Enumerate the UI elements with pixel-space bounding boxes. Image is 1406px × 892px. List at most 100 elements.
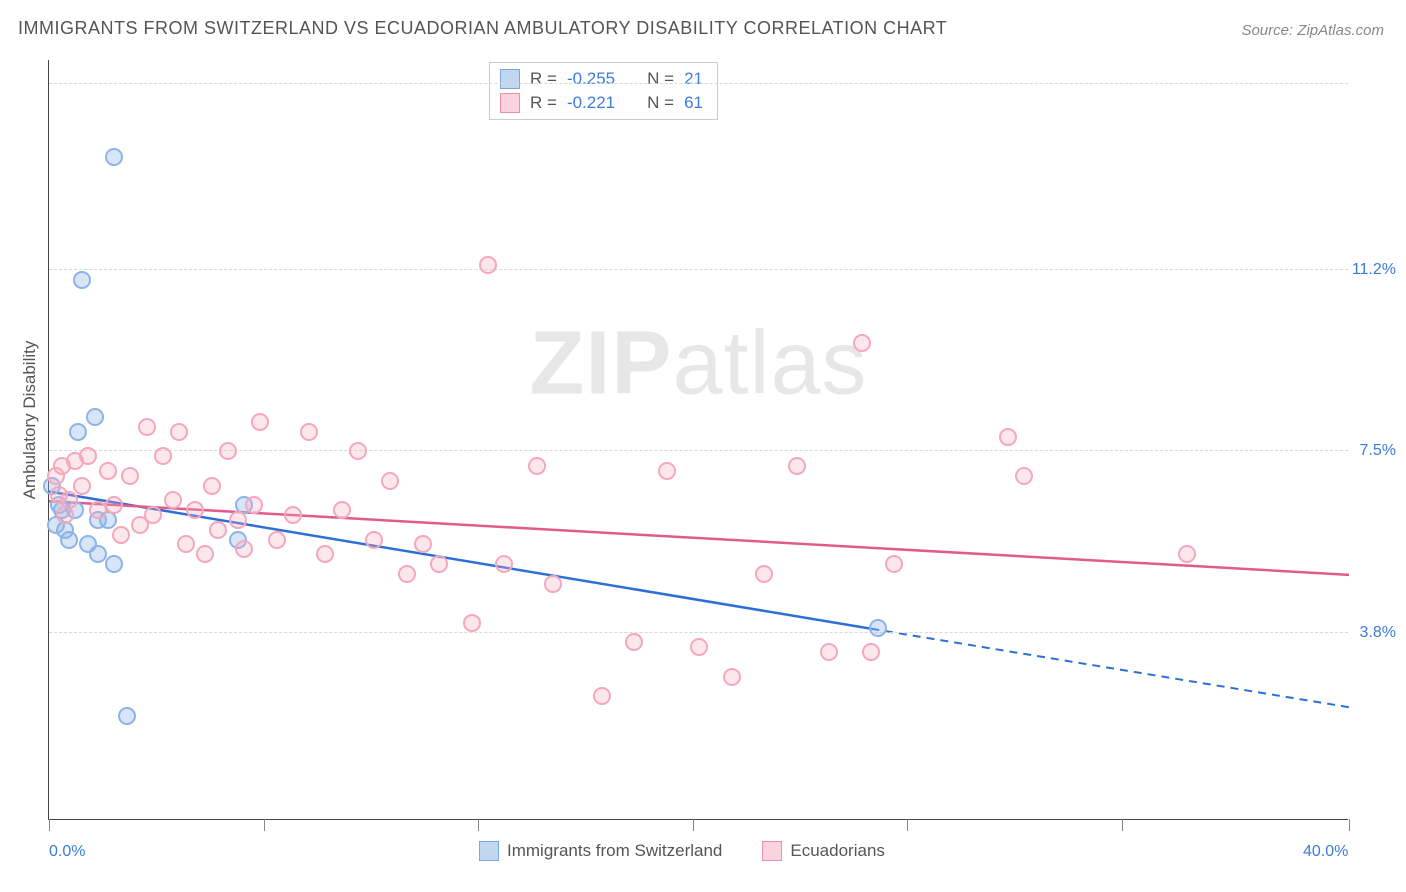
point-ecuadorian (170, 423, 188, 441)
point-switzerland (73, 271, 91, 289)
legend-item: Ecuadorians (762, 841, 885, 861)
point-ecuadorian (99, 462, 117, 480)
point-ecuadorian (658, 462, 676, 480)
point-switzerland (60, 531, 78, 549)
watermark-bold: ZIP (529, 313, 672, 413)
chart-container: IMMIGRANTS FROM SWITZERLAND VS ECUADORIA… (0, 0, 1406, 892)
point-ecuadorian (251, 413, 269, 431)
point-ecuadorian (268, 531, 286, 549)
point-ecuadorian (164, 491, 182, 509)
point-ecuadorian (1015, 467, 1033, 485)
point-ecuadorian (196, 545, 214, 563)
point-ecuadorian (79, 447, 97, 465)
x-tick (478, 819, 479, 831)
point-ecuadorian (316, 545, 334, 563)
legend-label: Immigrants from Switzerland (507, 841, 722, 861)
y-tick-label: 11.2% (1352, 261, 1396, 279)
point-switzerland (118, 707, 136, 725)
watermark-rest: atlas (672, 313, 867, 413)
x-tick (264, 819, 265, 831)
point-switzerland (89, 545, 107, 563)
point-ecuadorian (381, 472, 399, 490)
point-ecuadorian (73, 477, 91, 495)
r-label: R = (530, 93, 557, 113)
x-tick-label: 40.0% (1303, 843, 1348, 861)
point-switzerland (86, 408, 104, 426)
r-value: -0.255 (567, 69, 615, 89)
stats-row: R = -0.221 N = 61 (500, 91, 703, 115)
point-ecuadorian (235, 540, 253, 558)
x-tick (1122, 819, 1123, 831)
point-ecuadorian (219, 442, 237, 460)
stats-box: R = -0.255 N = 21R = -0.221 N = 61 (489, 62, 718, 120)
point-ecuadorian (144, 506, 162, 524)
legend-label: Ecuadorians (790, 841, 885, 861)
point-ecuadorian (60, 491, 78, 509)
point-ecuadorian (229, 511, 247, 529)
n-value: 21 (684, 69, 703, 89)
point-ecuadorian (138, 418, 156, 436)
stats-row: R =-0.255N =21 (500, 67, 703, 91)
point-ecuadorian (528, 457, 546, 475)
source-label: Source: ZipAtlas.com (1241, 22, 1384, 39)
point-ecuadorian (862, 643, 880, 661)
trendline-switzerland-extrapolated (871, 629, 1349, 707)
n-value: 61 (684, 93, 703, 113)
bottom-legend: Immigrants from Switzerland Ecuadorians (479, 841, 885, 861)
point-switzerland (869, 619, 887, 637)
point-switzerland (69, 423, 87, 441)
point-ecuadorian (177, 535, 195, 553)
y-axis-label: Ambulatory Disability (20, 341, 40, 500)
point-ecuadorian (544, 575, 562, 593)
point-ecuadorian (186, 501, 204, 519)
point-ecuadorian (398, 565, 416, 583)
point-ecuadorian (154, 447, 172, 465)
legend-item: Immigrants from Switzerland (479, 841, 722, 861)
point-ecuadorian (999, 428, 1017, 446)
point-switzerland (105, 555, 123, 573)
point-ecuadorian (112, 526, 130, 544)
point-ecuadorian (820, 643, 838, 661)
pink-swatch-icon (500, 93, 520, 113)
gridline (49, 269, 1348, 270)
point-ecuadorian (788, 457, 806, 475)
gridline (49, 632, 1348, 633)
point-ecuadorian (300, 423, 318, 441)
point-ecuadorian (203, 477, 221, 495)
blue-swatch-icon (479, 841, 499, 861)
point-ecuadorian (1178, 545, 1196, 563)
point-ecuadorian (625, 633, 643, 651)
gridline (49, 83, 1348, 84)
n-label: N = (647, 93, 674, 113)
point-ecuadorian (105, 496, 123, 514)
point-ecuadorian (690, 638, 708, 656)
x-tick-label: 0.0% (49, 843, 85, 861)
point-ecuadorian (284, 506, 302, 524)
trendlines (49, 60, 1349, 820)
point-ecuadorian (495, 555, 513, 573)
point-ecuadorian (333, 501, 351, 519)
point-ecuadorian (723, 668, 741, 686)
x-tick (693, 819, 694, 831)
y-tick-label: 7.5% (1360, 442, 1396, 460)
watermark: ZIPatlas (529, 312, 867, 415)
point-switzerland (105, 148, 123, 166)
point-ecuadorian (755, 565, 773, 583)
point-ecuadorian (463, 614, 481, 632)
point-ecuadorian (853, 334, 871, 352)
gridline (49, 450, 1348, 451)
point-ecuadorian (349, 442, 367, 460)
r-label: R = (530, 69, 557, 89)
point-ecuadorian (885, 555, 903, 573)
chart-title: IMMIGRANTS FROM SWITZERLAND VS ECUADORIA… (18, 18, 947, 39)
x-tick (49, 819, 50, 831)
point-ecuadorian (593, 687, 611, 705)
x-tick (907, 819, 908, 831)
blue-swatch-icon (500, 69, 520, 89)
point-ecuadorian (414, 535, 432, 553)
point-ecuadorian (245, 496, 263, 514)
point-ecuadorian (430, 555, 448, 573)
point-ecuadorian (121, 467, 139, 485)
r-value: -0.221 (567, 93, 615, 113)
x-tick (1349, 819, 1350, 831)
